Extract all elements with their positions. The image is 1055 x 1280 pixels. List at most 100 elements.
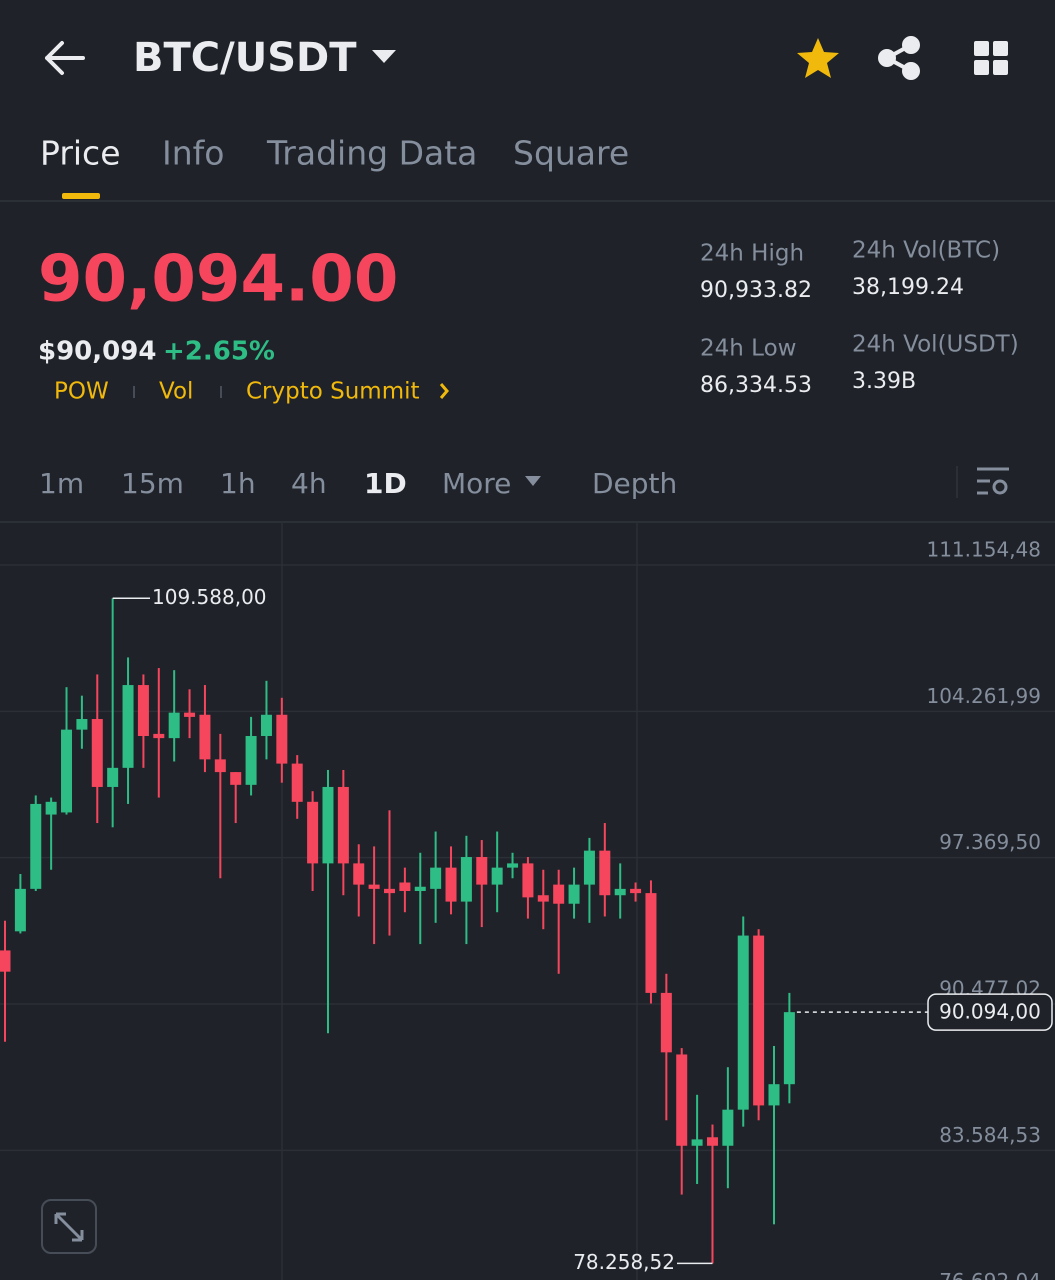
tab[interactable]: Price	[40, 134, 121, 173]
candle-body	[30, 803, 42, 889]
stat-label: 24h Low	[700, 336, 796, 362]
candle-body	[153, 733, 165, 739]
tag[interactable]: Crypto Summit	[246, 379, 420, 405]
candle-body	[768, 1084, 780, 1106]
interval[interactable]: More	[442, 467, 511, 500]
tab-indicator	[62, 193, 100, 199]
tag-chevron[interactable]	[439, 383, 449, 399]
candle-body	[430, 867, 442, 889]
tag-separator	[133, 386, 135, 398]
stat-value: 90,933.82	[700, 278, 812, 303]
candle-body	[337, 786, 349, 864]
candle-body	[445, 867, 457, 902]
candle-body	[260, 714, 272, 737]
candle-body	[706, 1137, 718, 1146]
candle-wick	[388, 810, 391, 936]
interval[interactable]: 4h	[291, 467, 327, 500]
candle-body	[291, 763, 303, 802]
candle-body	[168, 712, 180, 739]
candle-body	[583, 850, 595, 885]
candle-wick	[773, 1045, 775, 1225]
candle-body	[14, 888, 26, 932]
stat-value: 3.39B	[852, 369, 916, 394]
candle-body	[737, 935, 749, 1110]
candle-body	[137, 685, 149, 737]
candle-wick	[219, 733, 222, 879]
price-change: +2.65%	[163, 337, 275, 367]
candle-body	[107, 767, 119, 787]
candle-body	[568, 884, 580, 904]
candle-wick	[157, 668, 160, 798]
tag[interactable]: Vol	[159, 379, 193, 405]
stat-value: 86,334.53	[700, 373, 812, 398]
candle-body	[384, 888, 395, 894]
candle-body	[614, 888, 626, 896]
interval[interactable]: 15m	[121, 467, 184, 500]
share-button[interactable]	[878, 36, 920, 80]
candle-body	[783, 1012, 795, 1085]
y-tick-label: 111.154,48	[926, 538, 1041, 562]
interval[interactable]: 1m	[39, 467, 84, 500]
candle-body	[753, 935, 765, 1106]
y-tick-label: 104.261,99	[926, 684, 1041, 708]
candle-body	[214, 759, 226, 773]
candle-body	[230, 772, 242, 785]
candle-body	[691, 1139, 703, 1146]
candle-wick	[50, 797, 53, 870]
apps-button[interactable]	[974, 41, 1008, 75]
candle-body	[245, 736, 257, 785]
tab[interactable]: Square	[513, 134, 629, 173]
expand-button[interactable]	[41, 1199, 97, 1254]
interval[interactable]: 1D	[364, 467, 407, 500]
candle-body	[522, 863, 534, 898]
stat-label: 24h High	[700, 241, 804, 267]
y-tick-label: 76.692,04	[939, 1269, 1041, 1280]
interval[interactable]: 1h	[220, 467, 256, 500]
candle-body	[276, 714, 288, 764]
candle-body	[61, 729, 73, 813]
pair-title[interactable]: BTC/USDT	[133, 35, 357, 81]
stat-label: 24h Vol(BTC)	[852, 238, 1000, 264]
candle-body	[722, 1109, 734, 1146]
interval[interactable]: Depth	[592, 467, 677, 500]
candle-body	[353, 863, 365, 885]
candle-wick	[234, 772, 237, 824]
candle-wick	[711, 1124, 714, 1264]
tab[interactable]: Trading Data	[266, 134, 477, 173]
candle-body	[460, 857, 472, 902]
back-button[interactable]	[45, 41, 85, 75]
candlestick-chart: 111.154,48104.261,9997.369,5090.477,0283…	[0, 522, 1055, 1280]
candle-wick	[373, 846, 376, 945]
more-dropdown[interactable]	[525, 476, 541, 486]
y-tick-label: 97.369,50	[939, 830, 1041, 854]
candle-body	[645, 893, 657, 993]
candle-wick	[4, 920, 6, 1042]
tab[interactable]: Info	[162, 134, 224, 173]
tag[interactable]: POW	[54, 379, 109, 405]
candle-wick	[419, 852, 422, 945]
candle-body	[537, 895, 549, 902]
tag-separator	[220, 386, 222, 398]
last-price-badge	[927, 993, 1053, 1031]
y-tick-label: 83.584,53	[939, 1123, 1041, 1147]
candle-body	[45, 801, 57, 815]
candle-body	[414, 886, 426, 891]
candle-wick	[326, 769, 329, 1034]
candle-body	[0, 950, 11, 972]
favorite-star[interactable]	[797, 38, 839, 78]
candle-body	[476, 857, 488, 885]
low-label: 78.258,52	[573, 1250, 675, 1274]
high-label: 109.588,00	[152, 585, 267, 609]
last-price: 90,094.00	[38, 243, 398, 317]
candle-body	[322, 786, 334, 864]
chart-settings[interactable]	[977, 467, 1009, 495]
candle-body	[91, 719, 103, 787]
candle-body	[676, 1054, 688, 1146]
candle-body	[122, 685, 134, 768]
candle-body	[553, 884, 565, 904]
candle-body	[307, 801, 319, 864]
pair-dropdown[interactable]	[372, 50, 396, 63]
candle-body	[76, 719, 88, 730]
candle-body	[507, 863, 519, 868]
